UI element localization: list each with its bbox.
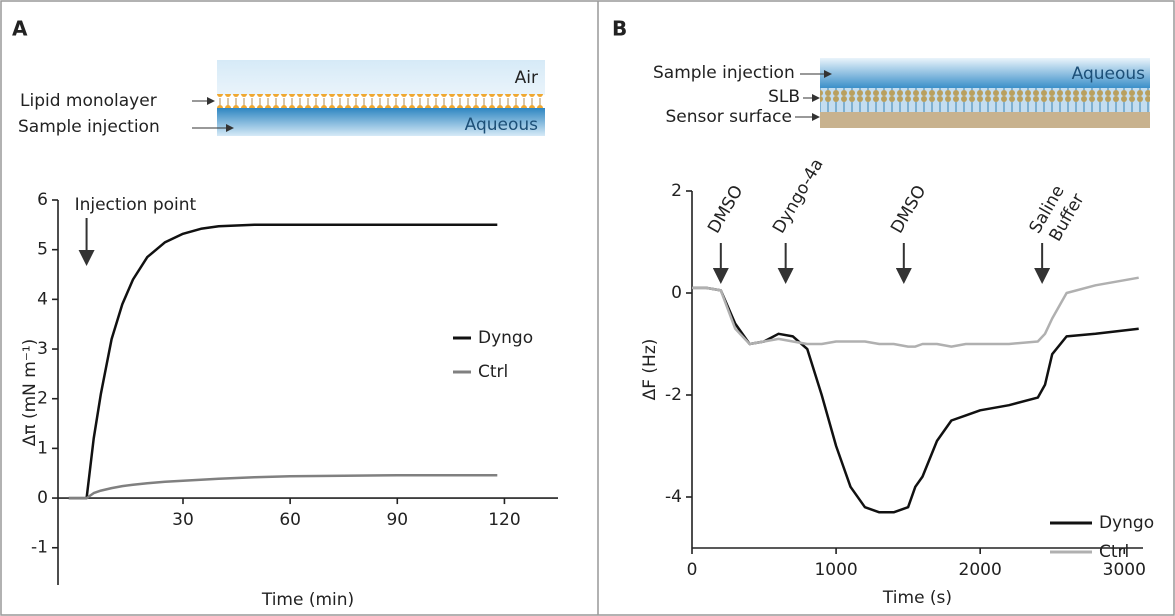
y-tick-label: 2 xyxy=(671,181,682,201)
diagram-label: Sample injection xyxy=(18,117,160,137)
y-tick-label: 0 xyxy=(37,488,48,508)
data-line xyxy=(68,223,498,500)
legend-label: Dyngo xyxy=(478,328,533,348)
x-tick-label: 120 xyxy=(488,510,520,530)
annotation: DMSO xyxy=(887,182,930,237)
annotation: DMSO xyxy=(704,182,747,237)
legend-label: Ctrl xyxy=(478,362,508,382)
annotation: Injection point xyxy=(75,195,197,215)
y-tick-label: 2 xyxy=(37,389,48,409)
x-tick-label: 2000 xyxy=(959,560,1002,580)
y-tick-label: 4 xyxy=(37,289,48,309)
y-tick-label: -1 xyxy=(31,538,48,558)
x-axis-label: Time (min) xyxy=(261,590,354,610)
y-tick-label: 5 xyxy=(37,240,48,260)
diagram-label: Sensor surface xyxy=(665,107,792,127)
diagram-label: Aqueous xyxy=(465,115,539,135)
diagram-b xyxy=(795,58,1150,128)
panel-label: A xyxy=(12,17,28,41)
x-axis-label: Time (s) xyxy=(882,588,952,608)
y-axis-label: Δπ (mN m⁻¹) xyxy=(20,339,40,447)
y-axis-label: ΔF (Hz) xyxy=(640,339,660,401)
data-line xyxy=(692,276,1139,348)
y-tick-label: 6 xyxy=(37,190,48,210)
x-tick-label: 30 xyxy=(172,510,194,530)
diagram-label: Air xyxy=(515,68,538,88)
x-tick-label: 60 xyxy=(279,510,301,530)
diagram-label: Sample injection xyxy=(653,63,795,83)
y-tick-label: -4 xyxy=(665,487,682,507)
x-tick-label: 90 xyxy=(386,510,408,530)
x-tick-label: 3000 xyxy=(1103,560,1146,580)
data-line xyxy=(692,286,1139,514)
y-tick-label: 0 xyxy=(671,283,682,303)
y-tick-label: 1 xyxy=(37,438,48,458)
y-tick-label: 3 xyxy=(37,339,48,359)
data-line xyxy=(68,473,498,500)
diagram-label: Lipid monolayer xyxy=(20,91,157,111)
legend-label: Dyngo xyxy=(1099,513,1154,533)
x-tick-label: 0 xyxy=(687,560,698,580)
y-tick-label: -2 xyxy=(665,385,682,405)
panel-label: B xyxy=(612,17,627,41)
x-tick-label: 1000 xyxy=(814,560,857,580)
diagram-label: Aqueous xyxy=(1072,64,1146,84)
annotation: Dyngo-4a xyxy=(769,155,828,237)
diagram-a xyxy=(192,60,545,136)
diagram-label: SLB xyxy=(768,87,800,107)
legend-label: Ctrl xyxy=(1099,542,1129,562)
